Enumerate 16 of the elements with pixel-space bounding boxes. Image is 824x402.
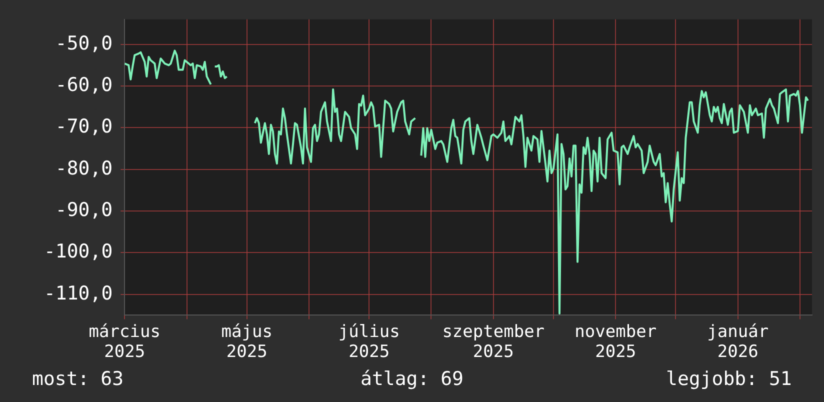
x-tick-label: január 2026	[707, 322, 769, 362]
y-tick-label: -100,0	[44, 240, 113, 263]
text: átlag: 69	[360, 368, 464, 390]
y-tick-label: -60,0	[55, 74, 113, 96]
y-tick-label: -70,0	[55, 116, 113, 138]
x-tick-label: május 2025	[221, 322, 272, 362]
x-tick-label: március 2025	[88, 322, 160, 362]
y-tick-label: -80,0	[55, 157, 113, 180]
text: legjobb: 51	[666, 368, 792, 390]
x-tick-label: november 2025	[574, 322, 657, 362]
text: most: 63	[32, 368, 124, 390]
x-tick-label: szeptember 2025	[442, 322, 545, 362]
y-tick-label: -110,0	[44, 282, 113, 304]
x-tick-label: július 2025	[338, 322, 400, 362]
y-tick-label: -90,0	[55, 198, 113, 221]
y-tick-label: -50,0	[55, 32, 113, 54]
